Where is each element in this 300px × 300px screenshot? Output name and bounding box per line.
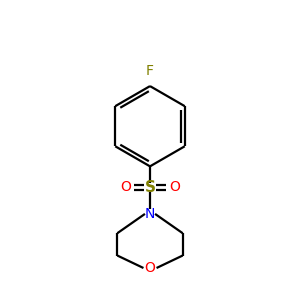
Text: O: O bbox=[169, 180, 180, 194]
Text: O: O bbox=[145, 261, 155, 275]
Text: O: O bbox=[120, 180, 131, 194]
Text: S: S bbox=[145, 180, 155, 195]
Text: N: N bbox=[145, 207, 155, 221]
Text: F: F bbox=[146, 64, 154, 78]
